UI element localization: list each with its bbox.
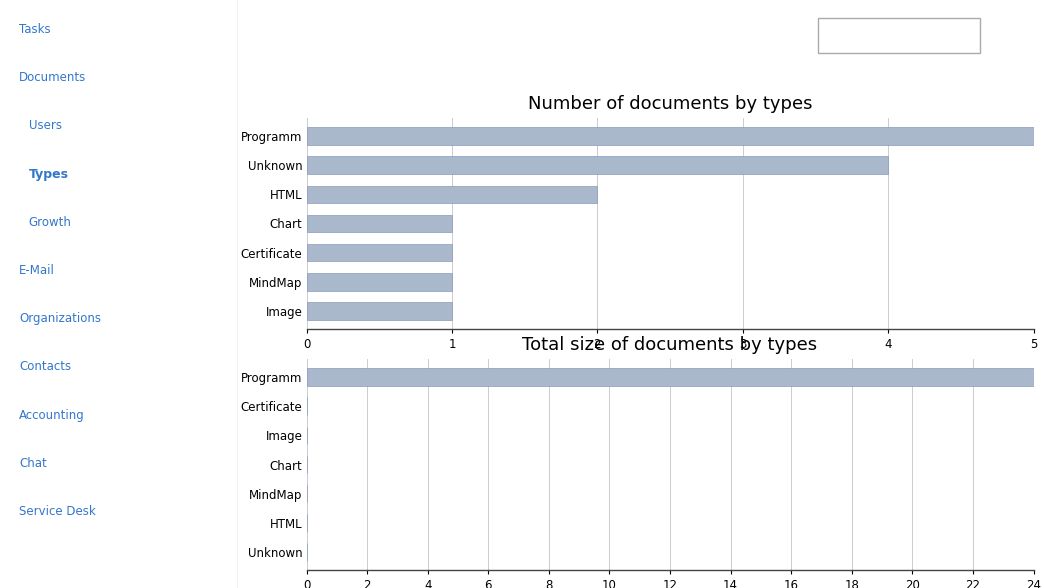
Bar	[307, 186, 597, 203]
Text: Types: Types	[28, 168, 69, 181]
Bar	[307, 156, 888, 174]
Bar	[307, 244, 452, 261]
Bar	[307, 127, 1034, 145]
Text: E-Mail: E-Mail	[19, 264, 55, 277]
Bar	[0, 153, 238, 195]
Text: Chat: Chat	[19, 457, 47, 470]
Text: Organizations: Organizations	[19, 312, 101, 325]
Text: Users: Users	[28, 119, 62, 132]
Bar	[307, 302, 452, 320]
Bar	[307, 273, 452, 290]
Bar	[307, 368, 1034, 386]
Text: Contacts: Contacts	[19, 360, 71, 373]
Text: Accounting: Accounting	[19, 409, 85, 422]
Text: Tasks: Tasks	[19, 23, 51, 36]
Title: Total size of documents by types: Total size of documents by types	[522, 336, 817, 355]
Text: Documents: Documents	[19, 71, 87, 84]
Text: Growth: Growth	[28, 216, 71, 229]
Text: Back to list: Back to list	[254, 26, 347, 44]
Text: Charts by types of documents: /: Charts by types of documents: /	[251, 80, 451, 93]
Text: Service Desk: Service Desk	[19, 505, 96, 518]
Bar	[307, 215, 452, 232]
FancyBboxPatch shape	[818, 18, 979, 53]
Title: Number of documents by types: Number of documents by types	[528, 95, 812, 113]
